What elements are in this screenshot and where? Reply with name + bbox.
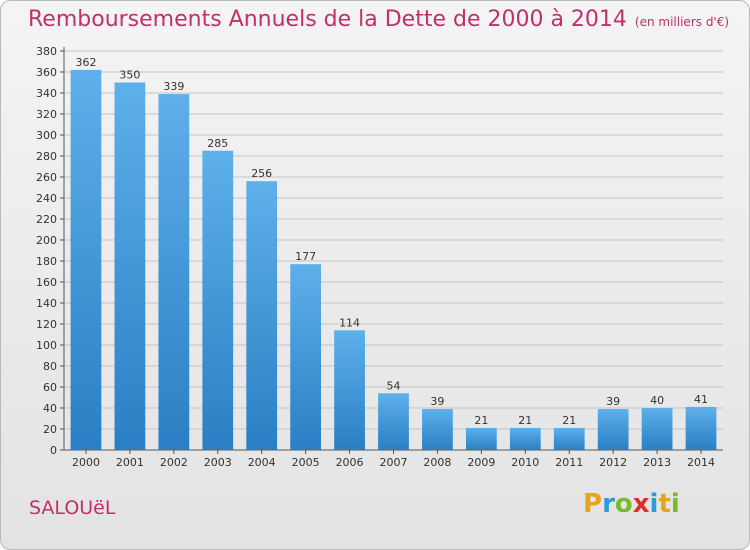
x-tick-label: 2001 [116,456,144,469]
bar [597,409,629,450]
x-tick-label: 2005 [292,456,320,469]
y-tick-label: 320 [36,108,57,121]
bar [334,330,365,450]
y-tick-label: 60 [43,381,57,394]
y-tick-label: 240 [36,192,57,205]
bar [641,408,673,450]
data-label: 21 [518,414,532,427]
y-tick-label: 40 [43,402,57,415]
data-label: 39 [430,395,444,408]
data-label: 339 [163,80,184,93]
data-label: 114 [339,316,360,329]
data-label: 362 [75,56,96,69]
data-label: 40 [650,394,664,407]
x-tick-label: 2003 [204,456,232,469]
y-tick-label: 160 [36,276,57,289]
bar [290,264,322,450]
data-label: 54 [387,379,401,392]
proxiti-logo: Proxiti [583,489,680,519]
bar [378,393,409,450]
data-label: 21 [474,414,488,427]
y-tick-label: 260 [36,171,57,184]
y-tick-label: 80 [43,360,57,373]
data-label: 177 [295,250,316,263]
y-tick-label: 220 [36,213,57,226]
x-tick-label: 2007 [380,456,408,469]
data-label: 285 [207,137,228,150]
bar [70,69,102,451]
y-tick-label: 100 [36,339,57,352]
data-label: 41 [694,393,708,406]
y-tick-label: 380 [36,45,57,58]
x-tick-label: 2010 [511,456,539,469]
x-tick-label: 2006 [336,456,364,469]
chart-title-text: Remboursements Annuels de la Dette de 20… [28,7,627,32]
x-tick-label: 2013 [643,456,671,469]
x-tick-label: 2002 [160,456,188,469]
y-tick-label: 340 [36,87,57,100]
x-tick-label: 2000 [72,456,100,469]
data-label: 350 [119,69,140,82]
bar [246,181,278,450]
x-tick-label: 2004 [248,456,276,469]
y-tick-label: 300 [36,129,57,142]
bar [553,427,585,450]
x-tick-label: 2012 [599,456,627,469]
bar [202,150,234,450]
y-tick-label: 0 [50,444,57,457]
x-tick-label: 2009 [467,456,495,469]
bar [114,82,146,450]
x-tick-label: 2011 [555,456,583,469]
y-tick-label: 360 [36,66,57,79]
data-label: 256 [251,167,272,180]
y-tick-label: 200 [36,234,57,247]
y-tick-label: 140 [36,297,57,310]
chart-subtitle: (en milliers d'€) [634,15,730,29]
chart-title: Remboursements Annuels de la Dette de 20… [28,7,729,32]
bar [158,94,190,451]
bar [509,427,541,450]
bar [465,427,497,450]
commune-name: SALOUëL [29,497,116,519]
y-tick-label: 180 [36,255,57,268]
bar [422,409,453,450]
y-tick-label: 120 [36,318,57,331]
y-tick-label: 20 [43,423,57,436]
x-tick-label: 2008 [423,456,451,469]
y-tick-label: 280 [36,150,57,163]
x-tick-label: 2014 [687,456,715,469]
data-label: 21 [562,414,576,427]
bar [685,406,717,450]
data-label: 39 [606,395,620,408]
